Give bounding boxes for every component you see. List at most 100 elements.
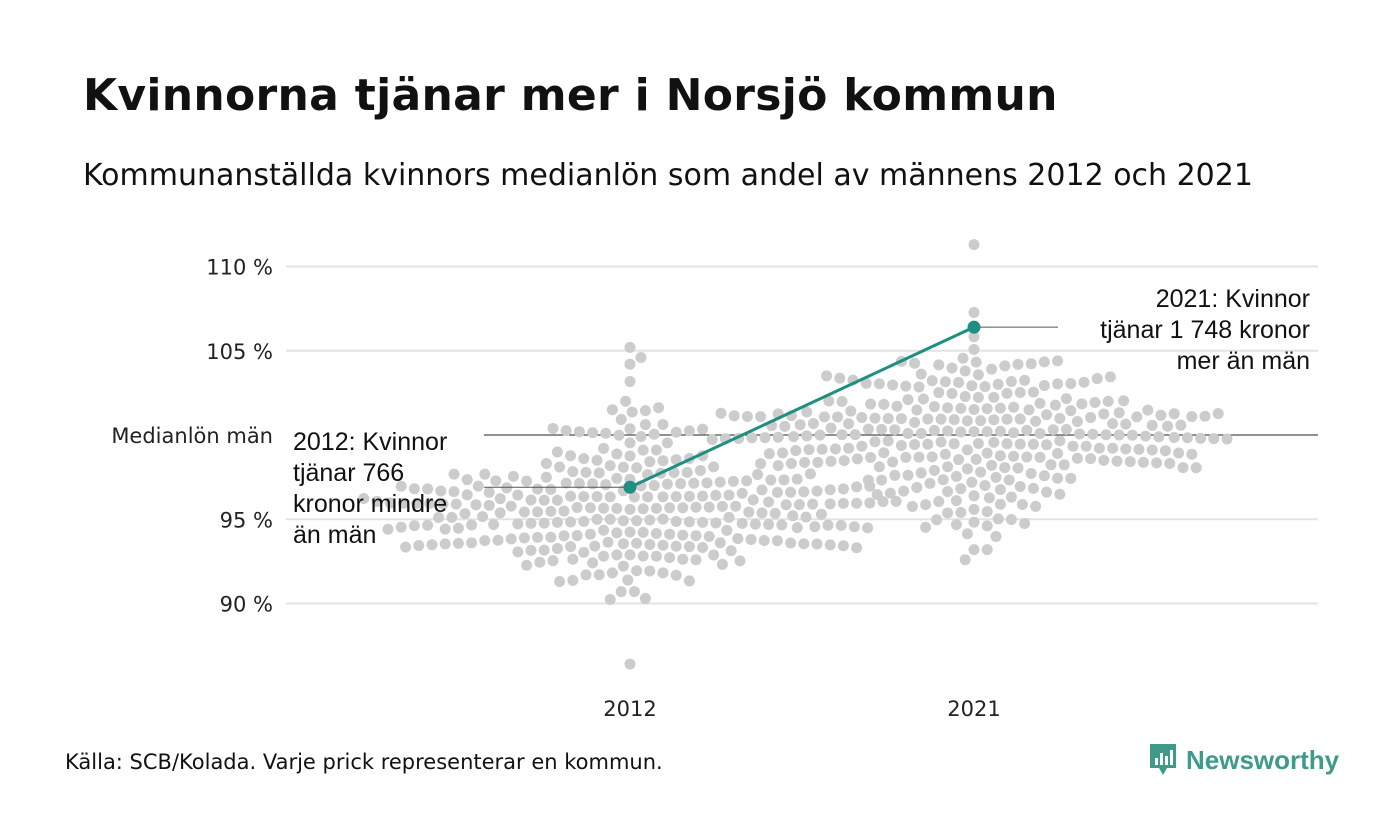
municipality-dot (525, 544, 537, 556)
municipality-dot (955, 402, 967, 414)
municipality-dot (939, 448, 951, 460)
municipality-dot (648, 480, 660, 492)
municipality-dot (937, 474, 949, 486)
municipality-dot (1014, 386, 1026, 398)
municipality-dot (648, 428, 660, 440)
municipality-dot (584, 528, 596, 540)
municipality-dot (755, 458, 767, 470)
municipality-dot (1052, 378, 1064, 390)
municipality-dot (837, 540, 849, 552)
municipality-dot (758, 535, 770, 547)
municipality-dot (639, 405, 651, 417)
municipality-dot (1065, 405, 1077, 417)
municipality-dot (824, 484, 836, 496)
municipality-dot (1041, 439, 1053, 451)
municipality-dot (1111, 455, 1123, 467)
municipality-dot (538, 494, 550, 506)
municipality-dot (644, 514, 656, 526)
municipality-dot (824, 539, 836, 551)
municipality-dot (990, 471, 1002, 483)
municipality-dot (994, 402, 1006, 414)
highlight-point (967, 320, 981, 334)
municipality-dot (714, 537, 726, 549)
municipality-dot (778, 474, 790, 486)
municipality-dot (604, 491, 616, 503)
municipality-dot (703, 530, 715, 542)
municipality-dot (873, 378, 885, 390)
municipality-dot (587, 478, 599, 490)
municipality-dot (1054, 412, 1066, 424)
municipality-dot (811, 485, 823, 497)
municipality-dot (598, 524, 610, 536)
municipality-dot (615, 413, 627, 425)
municipality-dot (1146, 444, 1158, 456)
municipality-dot (873, 461, 885, 473)
municipality-dot (600, 479, 612, 491)
municipality-dot (584, 502, 596, 514)
municipality-dot (1208, 433, 1220, 445)
municipality-dot (1019, 518, 1031, 530)
municipality-dot (926, 451, 938, 463)
municipality-dot (532, 506, 544, 518)
municipality-dot (1155, 409, 1167, 421)
municipality-dot (895, 439, 907, 451)
municipality-dot (1038, 356, 1050, 368)
municipality-dot (624, 503, 636, 515)
municipality-dot (1025, 358, 1037, 370)
municipality-dot (785, 537, 797, 549)
municipality-dot (902, 394, 914, 406)
municipality-dot (749, 518, 761, 530)
municipality-dot (554, 461, 566, 473)
municipality-dot (1159, 445, 1171, 457)
municipality-dot (413, 539, 425, 551)
municipality-dot (382, 523, 394, 535)
municipality-dot (716, 558, 728, 570)
municipality-dot (565, 516, 577, 528)
municipality-dot (606, 567, 618, 579)
municipality-dot (690, 530, 702, 542)
newsworthy-logo[interactable]: Newsworthy (1148, 742, 1339, 778)
municipality-dot (981, 544, 993, 556)
municipality-dot (871, 488, 883, 500)
annotation-2012-line: kronor mindre (293, 490, 447, 518)
municipality-dot (920, 499, 932, 511)
municipality-dot (512, 546, 524, 558)
municipality-dot (1052, 447, 1064, 459)
municipality-dot (975, 466, 987, 478)
municipality-dot (604, 593, 616, 605)
municipality-dot (804, 468, 816, 480)
municipality-dot (889, 424, 901, 436)
municipality-dot (1071, 452, 1083, 464)
municipality-dot (756, 484, 768, 496)
municipality-dot (435, 485, 447, 497)
municipality-dot (992, 513, 1004, 525)
municipality-dot (902, 469, 914, 481)
municipality-dot (725, 545, 737, 557)
municipality-dot (836, 429, 848, 441)
municipality-dot (926, 375, 938, 387)
municipality-dot (560, 425, 572, 437)
municipality-dot (815, 508, 827, 520)
municipality-dot (955, 426, 967, 438)
municipality-dot (611, 448, 623, 460)
municipality-dot (821, 370, 833, 382)
municipality-dot (628, 586, 640, 598)
municipality-dot (611, 549, 623, 561)
municipality-dot (801, 406, 813, 418)
municipality-dot (448, 486, 460, 498)
municipality-dot (898, 485, 910, 497)
municipality-dot (624, 423, 636, 435)
municipality-dot (776, 519, 788, 531)
annotation-2021-line: tjänar 1 748 kronor (1100, 316, 1310, 344)
municipality-dot (565, 541, 577, 553)
municipality-dot (825, 422, 837, 434)
municipality-dot (1041, 409, 1053, 421)
municipality-dot (727, 475, 739, 487)
municipality-dot (518, 506, 530, 518)
municipality-dot (865, 452, 877, 464)
municipality-dot (1067, 440, 1079, 452)
municipality-dot (708, 549, 720, 561)
municipality-dot (928, 424, 940, 436)
municipality-dot (911, 481, 923, 493)
municipality-dot (650, 550, 662, 562)
